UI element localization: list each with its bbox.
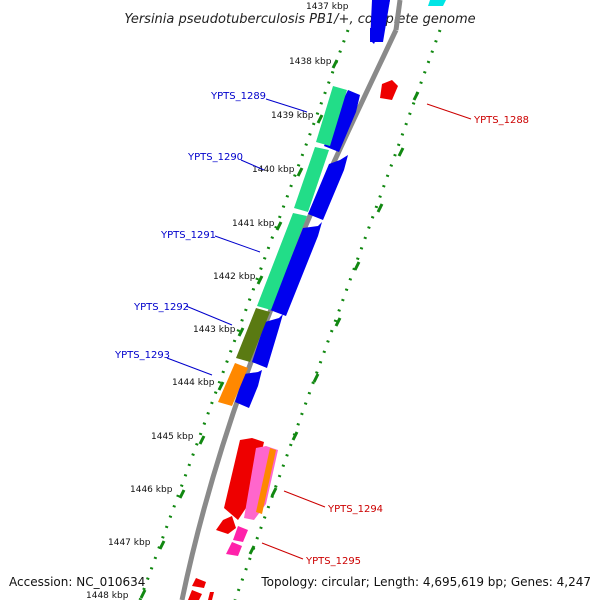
gene-bar-1293[interactable] — [218, 363, 248, 406]
cds-arrow-next[interactable] — [192, 578, 206, 588]
cds-arrow-1289[interactable] — [324, 90, 360, 152]
gene-label-1292[interactable]: YPTS_1292 — [133, 302, 189, 313]
leader-line — [240, 159, 265, 171]
forward-gene-labels: YPTS_1289 YPTS_1290 YPTS_1291 YPTS_1292 … — [114, 91, 308, 376]
reverse-cds-track — [188, 80, 398, 600]
leader-line — [214, 235, 261, 253]
cds-arrow-next-2[interactable] — [188, 590, 202, 600]
kbp-label: 1438 kbp — [289, 57, 332, 67]
gene-bar-1295b[interactable] — [226, 542, 242, 556]
leader-line — [426, 103, 472, 120]
gene-bar-1294-stripe[interactable] — [256, 448, 276, 514]
cds-arrow-1291[interactable] — [270, 222, 322, 316]
gene-bar-1289[interactable] — [316, 86, 347, 146]
kbp-tick-marks — [139, 59, 339, 599]
kbp-label: 1437 kbp — [306, 2, 349, 12]
leader-line — [265, 98, 308, 113]
cds-arrow-1290[interactable] — [308, 155, 348, 220]
cds-arrow-1294[interactable] — [224, 438, 264, 520]
kbp-label: 1448 kbp — [86, 591, 129, 600]
outer-ring-major-ticks — [248, 91, 420, 555]
genome-summary-text: Topology: circular; Length: 4,695,619 bp… — [260, 575, 591, 589]
gene-label-1293[interactable]: YPTS_1293 — [114, 350, 170, 361]
inner-tick-ring — [138, 29, 350, 600]
gene-label-1291[interactable]: YPTS_1291 — [160, 230, 216, 241]
cds-arrow-1292[interactable] — [252, 314, 283, 368]
cds-arrow-1295[interactable] — [216, 516, 236, 534]
leader-line — [261, 542, 304, 560]
kbp-label: 1440 kbp — [252, 165, 295, 175]
forward-cds-track — [235, 90, 360, 408]
cds-arrow-partial[interactable] — [370, 0, 390, 42]
leader-line — [185, 305, 233, 326]
kbp-label: 1441 kbp — [232, 219, 275, 229]
gene-label-1294[interactable]: YPTS_1294 — [327, 504, 383, 515]
gene-label-1289[interactable]: YPTS_1289 — [210, 91, 266, 102]
gene-bar-1295[interactable] — [233, 526, 248, 542]
kbp-labels: 1437 kbp 1438 kbp 1439 kbp 1440 kbp 1441… — [86, 2, 349, 600]
leader-line — [283, 490, 326, 508]
outer-tick-ring — [233, 29, 442, 600]
kbp-label: 1444 kbp — [172, 378, 215, 388]
gene-bar-1291[interactable] — [257, 213, 307, 310]
cds-arrow-next-3[interactable] — [208, 592, 214, 600]
reverse-gene-labels: YPTS_1288 YPTS_1294 YPTS_1295 — [261, 103, 529, 567]
accession-text: Accession: NC_010634 — [9, 575, 145, 589]
kbp-label: 1442 kbp — [213, 272, 256, 282]
kbp-label: 1447 kbp — [108, 538, 151, 548]
map-title: Yersinia pseudotuberculosis PB1/+, compl… — [124, 12, 475, 27]
kbp-label: 1445 kbp — [151, 432, 194, 442]
kbp-label: 1439 kbp — [271, 111, 314, 121]
kbp-label: 1443 kbp — [193, 325, 236, 335]
cds-arrow-1288[interactable] — [380, 80, 398, 100]
gene-label-1288[interactable]: YPTS_1288 — [473, 115, 529, 126]
kbp-label: 1446 kbp — [130, 485, 173, 495]
gene-bar-1292[interactable] — [236, 308, 270, 362]
gene-bar-1290[interactable] — [294, 147, 329, 212]
gene-label-1295[interactable]: YPTS_1295 — [305, 556, 361, 567]
cds-arrow-1293[interactable] — [235, 370, 262, 408]
leader-line — [166, 357, 213, 376]
rna-feature-partial[interactable] — [428, 0, 446, 6]
gene-label-1290[interactable]: YPTS_1290 — [187, 152, 243, 163]
genome-backbone-top — [393, 0, 403, 31]
gene-track — [218, 86, 347, 406]
